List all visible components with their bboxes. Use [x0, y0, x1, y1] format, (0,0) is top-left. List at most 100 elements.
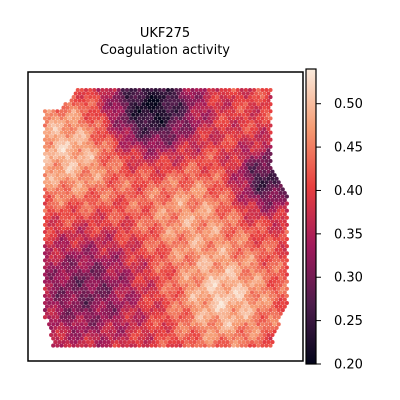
spot [98, 332, 103, 338]
spot [102, 119, 107, 124]
spot [55, 123, 60, 128]
spot [118, 212, 123, 217]
spot [206, 201, 212, 206]
spot [122, 219, 127, 224]
spot [110, 141, 115, 146]
spot [96, 308, 101, 313]
spot [206, 130, 212, 135]
spot [227, 166, 232, 171]
spot [59, 315, 64, 320]
spot [264, 293, 269, 298]
spot [194, 173, 199, 178]
spot [211, 258, 216, 263]
spot [167, 190, 173, 196]
spot [241, 176, 246, 181]
spot [141, 158, 146, 164]
spot [219, 293, 224, 298]
spot [254, 233, 259, 238]
spot [245, 148, 250, 153]
spot [276, 286, 281, 291]
spot [225, 91, 230, 96]
spot [83, 315, 89, 320]
spot [104, 265, 109, 270]
spot [213, 276, 218, 281]
spot [225, 169, 230, 174]
spot [63, 322, 68, 327]
spot [215, 300, 220, 306]
spot [157, 201, 162, 206]
spot [161, 151, 166, 156]
spot [157, 279, 162, 284]
spot [184, 176, 189, 181]
spot [235, 251, 240, 256]
spot [94, 162, 99, 167]
spot [75, 173, 80, 178]
spot [241, 304, 246, 309]
spot [206, 194, 212, 199]
spot [59, 166, 64, 171]
spot [245, 311, 250, 316]
spot [174, 109, 179, 114]
spot [213, 198, 218, 203]
spot [270, 269, 275, 274]
spot [215, 322, 220, 327]
spot [249, 219, 255, 224]
spot [167, 141, 173, 146]
spot [110, 226, 115, 231]
spot [102, 226, 107, 231]
spot [63, 315, 68, 320]
spot [227, 215, 232, 220]
spot [239, 237, 244, 242]
spot [145, 265, 150, 270]
spot [42, 187, 48, 192]
spot [196, 240, 201, 245]
spot [163, 91, 168, 96]
spot [194, 137, 199, 142]
spot [157, 158, 162, 164]
spot [268, 322, 273, 327]
spot [170, 158, 175, 164]
spot [90, 126, 95, 132]
spot [63, 173, 68, 178]
spot [145, 109, 150, 114]
spot [182, 87, 187, 93]
spot [172, 276, 177, 281]
spot [157, 137, 162, 142]
spot [163, 126, 168, 132]
spot [200, 112, 205, 117]
spot [157, 208, 162, 213]
spot [124, 300, 130, 306]
spot [186, 265, 191, 270]
spot [67, 300, 72, 306]
spot [100, 258, 105, 263]
spot [131, 98, 136, 103]
spot [194, 123, 199, 128]
spot [98, 254, 103, 259]
spot [172, 254, 177, 259]
spot [178, 116, 183, 121]
spot [178, 343, 183, 348]
spot [254, 176, 259, 181]
spot [49, 247, 54, 252]
spot [258, 162, 263, 167]
spot [249, 233, 255, 238]
spot [65, 276, 70, 281]
spot [51, 116, 56, 121]
spot [57, 304, 62, 309]
spot [258, 126, 263, 132]
spot [237, 212, 242, 217]
spot [178, 102, 183, 107]
spot [73, 340, 78, 345]
spot [178, 151, 183, 156]
spot [75, 95, 80, 100]
spot [83, 87, 89, 93]
spot [266, 141, 271, 146]
spot [153, 343, 158, 348]
spot [124, 279, 130, 284]
spot [120, 293, 125, 298]
spot [94, 332, 99, 338]
spot [204, 176, 209, 181]
spot [159, 219, 164, 224]
spot [143, 276, 148, 281]
spot [42, 137, 48, 142]
